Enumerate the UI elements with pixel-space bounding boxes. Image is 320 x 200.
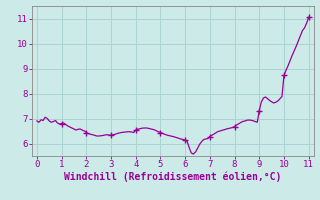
X-axis label: Windchill (Refroidissement éolien,°C): Windchill (Refroidissement éolien,°C) <box>64 172 282 182</box>
